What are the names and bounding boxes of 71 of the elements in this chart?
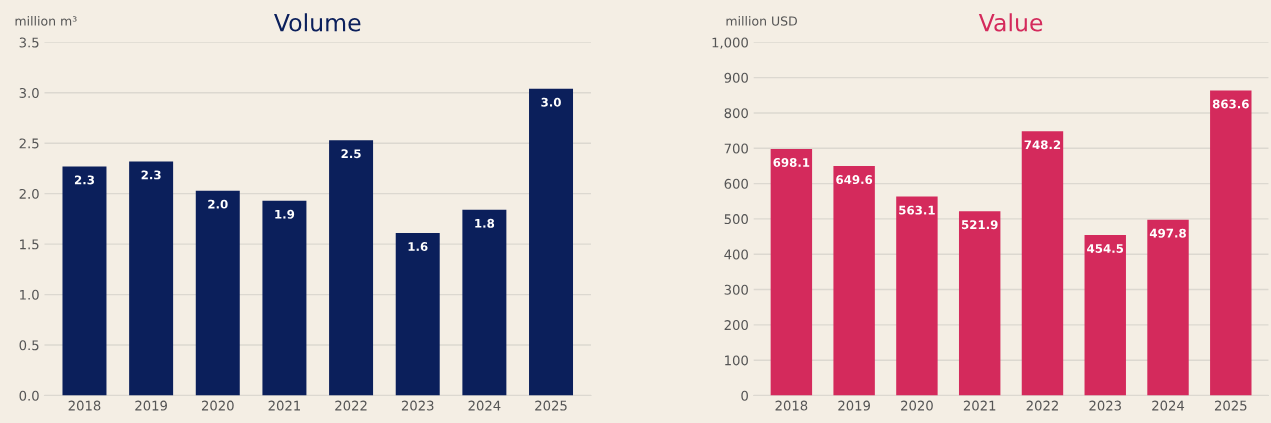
bar	[896, 196, 938, 396]
x-tick-label: 2020	[201, 400, 234, 411]
data-label: 1.6	[408, 242, 428, 251]
y-tick-label: 500	[724, 214, 748, 225]
x-tick-label: 2022	[335, 400, 367, 411]
y-tick-label: 100	[725, 355, 748, 366]
y-tick-label: 600	[724, 178, 748, 189]
bar	[1084, 234, 1126, 396]
data-label: 2.3	[141, 170, 161, 180]
bar	[262, 200, 307, 396]
y-tick-label: 300	[724, 284, 748, 295]
y-tick-label: 3.0	[19, 87, 39, 98]
x-tick-label: 2022	[1026, 400, 1058, 411]
y-tick-label: 200	[724, 320, 748, 331]
y-tick-label: 400	[724, 249, 748, 260]
data-label: 563.1	[899, 205, 935, 215]
bar	[1210, 90, 1252, 396]
data-label: 497.8	[1149, 228, 1186, 238]
x-tick-label: 2023	[401, 400, 434, 411]
bar	[529, 88, 574, 396]
y-tick-label: 1.0	[20, 289, 39, 300]
data-label: 698.1	[773, 157, 810, 167]
data-label: 863.6	[1212, 99, 1249, 109]
x-tick-label: 2021	[268, 400, 300, 411]
bar	[129, 161, 174, 396]
x-tick-label: 2019	[838, 400, 870, 411]
y-tick-label: 1.5	[20, 239, 39, 250]
y-axis-title: million m³	[15, 16, 77, 26]
y-tick-label: 900	[724, 72, 748, 83]
data-label: 1.9	[275, 209, 295, 219]
bar	[833, 166, 875, 396]
x-tick-label: 2019	[135, 400, 167, 411]
x-tick-label: 2021	[963, 400, 996, 411]
x-tick-label: 2025	[535, 400, 567, 411]
data-label: 1.8	[475, 218, 495, 228]
data-label: 454.5	[1087, 244, 1124, 253]
x-tick-label: 2020	[901, 400, 933, 411]
y-tick-label: 1,000	[712, 37, 748, 49]
y-axis-title: million USD	[726, 16, 797, 26]
y-tick-label: 2.5	[19, 138, 39, 149]
y-tick-label: 2.0	[19, 188, 39, 199]
bar	[770, 148, 813, 396]
bar	[1147, 219, 1189, 396]
bar	[1021, 131, 1064, 396]
data-label: 2.3	[74, 175, 94, 185]
y-tick-label: 700	[724, 143, 748, 154]
x-tick-label: 2024	[1152, 400, 1185, 411]
x-tick-label: 2024	[468, 400, 501, 411]
data-label: 649.6	[836, 175, 873, 185]
y-tick-label: 0.0	[19, 390, 39, 401]
bar	[395, 233, 440, 396]
chart-title: Value	[978, 13, 1043, 32]
data-label: 2.5	[341, 149, 361, 159]
x-tick-label: 2018	[68, 400, 101, 411]
bar	[195, 190, 240, 396]
x-tick-label: 2018	[775, 400, 808, 411]
y-tick-label: 800	[724, 108, 748, 119]
bar	[62, 166, 107, 396]
bar	[958, 211, 1001, 396]
y-tick-label: 0	[741, 390, 748, 401]
chart-title: Volume	[274, 13, 361, 32]
data-label: 748.2	[1024, 140, 1061, 150]
y-tick-label: 3.5	[19, 37, 39, 48]
data-label: 521.9	[961, 220, 998, 230]
data-label: 2.0	[208, 199, 228, 209]
data-label: 3.0	[541, 97, 561, 107]
bar	[462, 209, 507, 396]
x-tick-label: 2023	[1089, 400, 1121, 411]
bar	[329, 140, 374, 396]
y-tick-label: 0.5	[19, 340, 39, 351]
x-tick-label: 2025	[1214, 400, 1247, 411]
